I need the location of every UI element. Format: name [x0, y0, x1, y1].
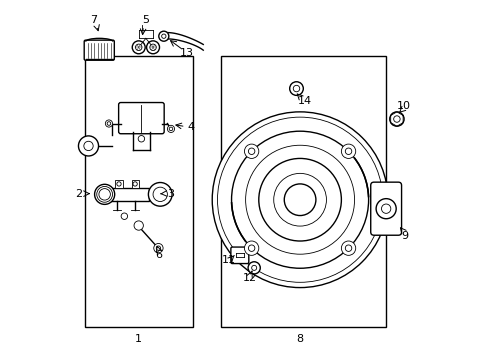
Circle shape: [83, 141, 93, 150]
Circle shape: [149, 44, 156, 50]
FancyBboxPatch shape: [84, 40, 114, 60]
Circle shape: [345, 148, 351, 154]
Circle shape: [167, 125, 174, 132]
Bar: [106, 188, 149, 201]
Circle shape: [148, 183, 172, 206]
Circle shape: [248, 245, 254, 251]
Circle shape: [244, 144, 258, 158]
Circle shape: [245, 145, 354, 254]
Circle shape: [289, 82, 303, 95]
Bar: [221, 56, 386, 327]
Circle shape: [135, 44, 142, 50]
Circle shape: [231, 131, 368, 268]
Circle shape: [97, 186, 112, 202]
Circle shape: [153, 243, 163, 253]
Circle shape: [248, 148, 254, 154]
Circle shape: [244, 241, 258, 255]
Text: 9: 9: [401, 231, 408, 240]
Circle shape: [153, 187, 167, 202]
Text: 2: 2: [75, 189, 82, 199]
Text: 8: 8: [296, 334, 303, 344]
Circle shape: [132, 41, 145, 54]
Circle shape: [212, 112, 387, 288]
Circle shape: [94, 184, 115, 204]
Circle shape: [138, 135, 144, 142]
Circle shape: [389, 112, 403, 126]
Circle shape: [146, 41, 159, 54]
Text: 7: 7: [90, 15, 97, 26]
Text: 12: 12: [243, 273, 256, 283]
Circle shape: [78, 136, 99, 156]
Circle shape: [159, 31, 168, 41]
Text: 11: 11: [222, 255, 236, 265]
Circle shape: [273, 174, 326, 226]
FancyBboxPatch shape: [230, 247, 248, 264]
Circle shape: [341, 241, 355, 255]
Bar: [85, 56, 192, 327]
Circle shape: [121, 213, 127, 220]
Circle shape: [133, 182, 137, 186]
Circle shape: [162, 34, 165, 39]
Circle shape: [169, 127, 172, 131]
Circle shape: [117, 182, 121, 186]
Circle shape: [134, 221, 143, 230]
Text: 5: 5: [142, 15, 149, 26]
Text: 4: 4: [187, 122, 194, 132]
Circle shape: [375, 199, 395, 219]
Circle shape: [156, 246, 160, 250]
Text: 14: 14: [297, 96, 311, 106]
Circle shape: [293, 85, 299, 92]
Circle shape: [284, 184, 315, 216]
FancyBboxPatch shape: [370, 182, 401, 235]
Circle shape: [393, 116, 399, 122]
Text: 13: 13: [180, 48, 194, 58]
Circle shape: [251, 265, 256, 270]
Text: 6: 6: [155, 250, 163, 260]
Circle shape: [247, 262, 260, 274]
Circle shape: [105, 120, 112, 127]
Circle shape: [381, 204, 390, 213]
Circle shape: [217, 117, 382, 282]
FancyBboxPatch shape: [119, 103, 164, 134]
Text: 3: 3: [167, 189, 174, 199]
Bar: [131, 180, 139, 188]
Text: 1: 1: [135, 334, 142, 344]
Circle shape: [258, 158, 341, 241]
Bar: [115, 180, 122, 188]
Circle shape: [99, 189, 110, 200]
Circle shape: [107, 122, 110, 125]
Circle shape: [341, 144, 355, 158]
Circle shape: [345, 245, 351, 251]
Text: 10: 10: [396, 102, 410, 112]
